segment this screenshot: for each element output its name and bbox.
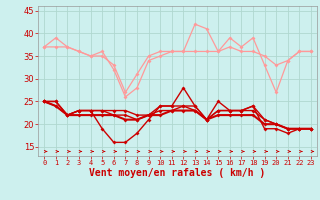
X-axis label: Vent moyen/en rafales ( km/h ): Vent moyen/en rafales ( km/h ) — [90, 168, 266, 178]
